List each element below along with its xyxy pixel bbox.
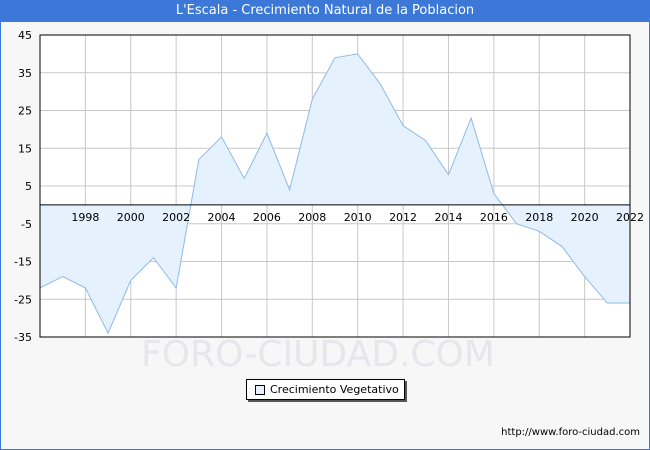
x-tick-label: 2012 [389,211,417,224]
y-tick-label: 45 [18,29,32,42]
source-url: http://www.foro-ciudad.com [501,427,640,438]
x-tick-label: 2002 [162,211,190,224]
x-tick-label: 2022 [616,211,644,224]
y-tick-label: 15 [18,142,32,155]
legend-swatch [255,385,265,395]
axis-layer [39,34,631,338]
x-tick-label: 2004 [208,211,236,224]
series-area-crecimiento-vegetativo [40,53,630,334]
legend-label: Crecimiento Vegetativo [270,383,399,396]
y-tick-label: -15 [14,256,32,269]
y-tick-label: 25 [18,105,32,118]
y-tick-label: -35 [14,331,32,344]
chart-title: L'Escala - Crecimiento Natural de la Pob… [0,0,650,22]
x-tick-label: 2006 [253,211,281,224]
plot-border [39,34,631,338]
x-tick-label: 2018 [525,211,553,224]
x-tick-label: 2000 [117,211,145,224]
y-tick-label: 5 [25,180,32,193]
series-line-crecimiento-vegetativo [39,53,630,335]
y-tick-label: -25 [14,293,32,306]
x-tick-label: 2020 [571,211,599,224]
tick-labels: 45 35 25 15 5 -5 -15 -25 -35 1998 2000 2002 2004 2006… [14,29,644,344]
x-tick-label: 2008 [298,211,326,224]
y-tick-label: -5 [21,218,32,231]
x-tick-label: 2014 [434,211,462,224]
x-tick-label: 1998 [71,211,99,224]
area-layer [39,53,630,335]
legend: Crecimiento Vegetativo [246,379,405,400]
x-tick-label: 2010 [344,211,372,224]
watermark-text: FORO-CIUDAD.COM [141,334,495,375]
x-tick-label: 2016 [480,211,508,224]
y-tick-label: 35 [18,67,32,80]
